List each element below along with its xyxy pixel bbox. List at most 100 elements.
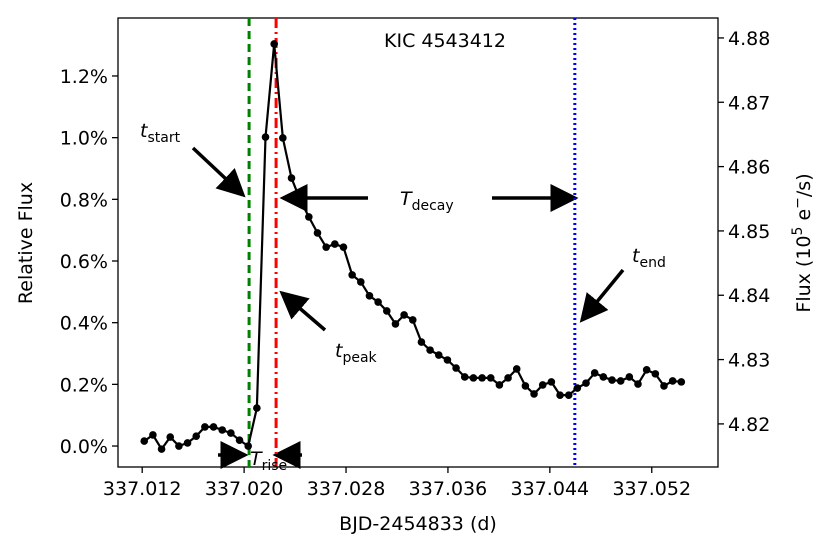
x-tick-label: 337.012 [103,478,182,500]
data-point [227,429,235,437]
annotation: tpeak [335,340,378,366]
data-point [642,366,651,374]
data-point [209,423,218,431]
data-point [556,391,564,399]
data-point [651,370,660,378]
data-point [608,376,616,384]
annotation-symbol: t [335,340,344,362]
data-point [175,442,183,450]
data-point [469,374,478,382]
y-tick-label: 1.0% [60,128,108,150]
annotation-subscript: end [639,255,665,271]
y-axis-label: Relative Flux [15,182,37,304]
data-point [287,174,296,182]
chart-title: KIC 4543412 [384,30,506,52]
data-point [495,381,504,389]
data-point [166,433,175,441]
data-point [634,380,642,388]
y2-tick-label: 4.88 [728,28,770,50]
data-point [322,243,330,251]
data-point [279,134,287,142]
data-point [149,431,157,439]
y2-tick-label: 4.86 [728,157,770,179]
y2-tick-label: 4.83 [728,350,770,372]
x-tick-label: 337.052 [612,478,691,500]
data-point [357,278,365,286]
data-point [339,243,348,251]
data-point [538,381,547,389]
data-point [504,374,512,382]
annotation-arrows [191,146,625,469]
annotation: tstart [140,120,181,146]
y-tick-label: 0.2% [60,374,108,396]
data-point [590,369,599,377]
data-point [408,316,417,324]
data-point [616,377,625,385]
y-tick-label: 0.4% [60,313,108,335]
data-point [400,311,408,319]
data-point [244,442,252,450]
y2-tick-label: 4.84 [728,285,770,307]
annotation-symbol: t [140,120,149,142]
x-tick-label: 337.036 [409,478,488,500]
data-point [235,436,244,444]
data-point [660,382,668,390]
data-point [253,404,261,412]
data-point [261,133,270,141]
annotation-subscript: peak [342,350,377,366]
data-point [530,390,538,398]
x-tick-label: 337.020 [205,478,284,500]
annotation-subscript: rise [262,458,288,474]
y-tick-label: 0.8% [60,189,108,211]
data-point [486,374,495,382]
data-point [391,320,400,328]
data-point [417,338,426,346]
data-point [348,271,356,279]
data-point [374,298,382,306]
y2-axis-label: Flux (105 e−/s) [790,173,815,312]
data-point [443,356,452,364]
annotation-symbol: T [250,448,263,470]
data-point [192,432,201,440]
data-point [512,365,521,373]
data-point [625,373,634,381]
y2-tick-label: 4.82 [728,414,770,436]
plot-frame [117,17,719,468]
data-point [582,379,590,387]
data-point [521,382,530,390]
data-point [157,445,166,453]
data-point [599,373,608,381]
data-point [478,374,486,382]
y2-tick-label: 4.85 [728,221,770,243]
annotation: Tdecay [400,188,454,214]
flux-line [143,43,682,452]
data-point [296,196,304,204]
annotation: Trise [250,448,287,474]
annotation-symbol: T [400,188,413,210]
data-point [547,378,556,386]
data-point [434,351,443,359]
x-axis-label: BJD-2454833 (d) [339,513,497,535]
data-point [460,373,469,381]
data-point [668,377,677,385]
data-point [270,40,278,48]
x-tick-label: 337.044 [511,478,590,500]
annotation: tend [632,245,666,271]
data-point [564,391,573,399]
data-point [452,364,460,372]
data-point [573,384,582,392]
data-point [201,423,209,431]
data-point [140,437,149,445]
annotation-symbol: t [632,245,641,267]
data-point [677,378,686,386]
y2-tick-label: 4.87 [728,92,770,114]
y-tick-label: 0.6% [60,251,108,273]
y-tick-label: 0.0% [60,436,108,458]
data-point [313,229,322,237]
data-point [426,346,434,354]
x-tick-label: 337.028 [307,478,386,500]
data-point [382,307,391,315]
data-point [365,292,374,300]
data-point [305,213,313,221]
